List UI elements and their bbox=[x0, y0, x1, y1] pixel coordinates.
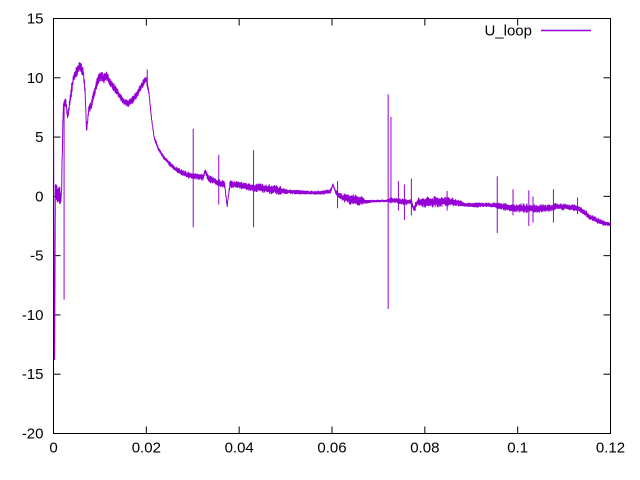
y-tick-label: 0 bbox=[35, 188, 43, 205]
trace-layer bbox=[53, 62, 611, 361]
plot-border bbox=[53, 18, 611, 434]
y-tick-label: 15 bbox=[27, 11, 44, 28]
y-tick-label: 5 bbox=[35, 129, 43, 146]
y-tick-label: -15 bbox=[22, 366, 44, 383]
y-tick-label: -10 bbox=[22, 307, 44, 324]
x-tick-label: 0.02 bbox=[132, 440, 161, 457]
y-tick-label: -20 bbox=[22, 426, 44, 443]
axes-layer: 0 0.02 0.04 0.06 0.08 0.1 0.12 15 10 5 0 -5 -10 -15 -2… bbox=[22, 11, 625, 457]
x-tick-label: 0 bbox=[49, 440, 57, 457]
y-tick-label: -5 bbox=[30, 248, 43, 265]
series-u-loop-trace bbox=[53, 62, 611, 361]
legend: U_loop bbox=[484, 23, 591, 40]
x-tick-label: 0.12 bbox=[596, 440, 625, 457]
y-tick-label: 10 bbox=[27, 70, 44, 87]
x-tick-label: 0.04 bbox=[225, 440, 254, 457]
x-tick-label: 0.08 bbox=[410, 440, 439, 457]
x-tick-label: 0.1 bbox=[507, 440, 528, 457]
legend-label: U_loop bbox=[484, 23, 532, 40]
x-tick-label: 0.06 bbox=[317, 440, 346, 457]
